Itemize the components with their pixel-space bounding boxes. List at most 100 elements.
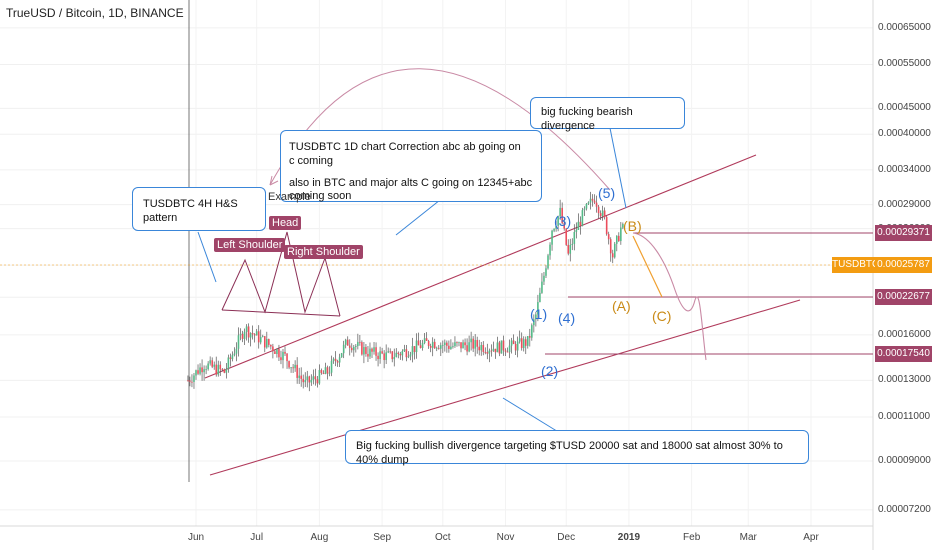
candle-body [553,228,555,231]
candle-body [308,376,311,383]
candle-body [437,347,440,349]
candle-body [431,341,434,348]
candle-body [425,338,428,341]
bearish-text: big fucking bearish divergence [541,106,633,132]
candle-body [332,358,335,361]
hs-pattern-callout[interactable]: TUSDBTC 4H H&S pattern [132,187,266,231]
candle-body [484,351,487,353]
candle-body [361,342,363,355]
candle-body [411,346,414,355]
candle-body [611,253,614,258]
channel-lower-line[interactable] [209,299,801,476]
candle-body [357,341,359,347]
example-label: Example [268,191,311,203]
correction-callout[interactable]: TUSDBTC 1D chart Correction abc ab going… [280,130,542,202]
candle-body [338,357,341,363]
candle-body [482,344,485,352]
y-tick-label: 0.00040000 [878,128,931,140]
candle-body [403,349,406,352]
candle-body [597,206,600,214]
candle-body [419,345,422,348]
candle-body [255,331,258,336]
candle-body [189,380,191,382]
candle-body [573,232,576,244]
price-label-current: 0.00025787 [875,257,932,273]
candle-body [407,356,410,358]
candle-body [531,325,533,338]
bearish-callout[interactable]: big fucking bearish divergence [530,97,685,132]
candle-body [528,336,531,338]
candle-body [197,370,199,374]
candle-body [312,376,315,380]
candle-body [401,351,404,356]
candle-body [282,351,284,361]
candle-body [342,344,345,354]
candle-body [320,370,323,374]
candle-body [314,376,317,380]
wave-4-label: (4) [558,310,576,326]
candle-body [559,207,561,217]
x-tick-label: Sep [373,532,392,543]
candle-body [561,207,563,224]
candle-body [439,345,442,349]
candle-body [261,336,264,338]
candle-body [348,345,351,348]
candle-body [278,349,280,358]
candle-body [393,357,396,360]
candle-body [480,344,483,351]
price-label-low: 0.00017540 [875,346,932,362]
candle-body [359,341,361,343]
candle-body [229,357,232,360]
wave-1-label: (1) [530,306,548,322]
candle-body [448,345,450,349]
candle-body [591,198,594,201]
candle-body [516,341,519,351]
candle-body [383,353,385,361]
candle-body [500,340,503,354]
candle-body [270,344,272,347]
candle-body [245,326,248,332]
candle-body [367,353,369,357]
x-tick-label: Nov [496,532,515,543]
candle-body [215,364,218,375]
y-tick-label: 0.00016000 [878,328,931,340]
candle-body [496,342,499,353]
y-tick-label: 0.00029000 [878,198,931,210]
candle-body [391,351,394,360]
candle-body [526,336,529,346]
candle-body [549,244,551,256]
candle-body [512,340,515,344]
candle-body [587,202,590,204]
y-tick-label: 0.00011000 [878,410,931,422]
correction-line-1: TUSDBTC 1D chart Correction abc ab going… [289,141,521,153]
bullish-text: Big fucking bullish divergence targeting… [356,440,783,466]
callout-pointer-bearish [609,127,627,209]
y-tick-label: 0.00013000 [878,374,931,386]
candle-body [213,364,216,367]
candle-body [421,343,424,348]
hs-neckline [221,309,341,317]
candle-body [585,203,588,209]
candle-body [622,224,624,228]
candle-body [605,216,608,235]
bullish-callout[interactable]: Big fucking bullish divergence targeting… [345,430,809,466]
candle-body [209,360,211,364]
price-label-mid: 0.00022677 [875,289,932,305]
candle-body [563,223,565,229]
candle-body [618,235,620,242]
candle-body [620,227,622,242]
candle-body [399,354,402,356]
x-tick-label: Mar [739,532,757,543]
candle-body [474,340,476,349]
candle-body [253,334,256,336]
wave-5-label: (5) [598,185,616,201]
candle-body [193,375,195,382]
candle-body [310,379,313,383]
candle-body [470,338,472,343]
candle-body [304,380,307,383]
candle-body [318,370,321,384]
candle-body [444,342,446,345]
candle-body [328,372,331,374]
channel-upper-line[interactable] [204,154,757,379]
